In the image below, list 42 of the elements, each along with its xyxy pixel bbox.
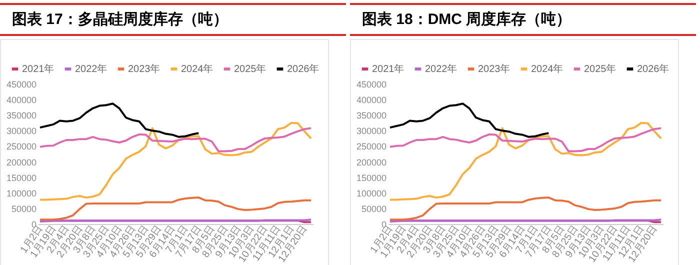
line-series [388, 122, 662, 201]
legend-label: 2022年 [425, 63, 458, 75]
chart-title: 图表 17：多晶硅周度库存（吨） [0, 3, 346, 36]
legend-label: 2024年 [531, 63, 564, 75]
y-tick-label: 250000 [356, 142, 386, 152]
y-tick-label: 100000 [356, 188, 386, 198]
y-tick-label: 250000 [6, 142, 36, 152]
legend-label: 2023年 [478, 63, 510, 75]
legend-label: 2026年 [637, 63, 670, 75]
y-tick-label: 50000 [11, 204, 36, 214]
legend-label: 2026年 [287, 63, 320, 75]
y-tick-label: 400000 [356, 95, 386, 106]
legend-label: 2025年 [234, 63, 266, 75]
y-tick-label: 150000 [356, 172, 386, 183]
line-series [388, 102, 550, 138]
legend-label: 2024年 [181, 63, 214, 75]
line-series [38, 122, 312, 201]
legend-label: 2025年 [584, 63, 616, 75]
y-tick-label: 450000 [356, 80, 386, 90]
y-tick-label: 150000 [6, 172, 36, 183]
y-tick-label: 200000 [356, 157, 386, 168]
y-tick-label: 350000 [6, 110, 36, 121]
y-tick-label: 400000 [6, 95, 36, 106]
y-tick-label: 300000 [6, 126, 36, 136]
y-tick-label: 0 [31, 220, 36, 230]
legend-label: 2021年 [22, 63, 54, 75]
line-series [388, 127, 662, 152]
line-series [38, 196, 312, 221]
y-tick-label: 450000 [6, 80, 36, 90]
y-tick-label: 50000 [361, 204, 386, 214]
chart-title: 图表 18：DMC 周度库存（吨） [350, 3, 696, 36]
legend-label: 2022年 [75, 63, 108, 75]
legend-label: 2021年 [372, 63, 404, 75]
y-tick-label: 100000 [6, 188, 36, 198]
y-tick-label: 350000 [356, 110, 386, 121]
line-series [38, 127, 312, 152]
y-tick-label: 300000 [356, 126, 386, 136]
line-series [38, 102, 200, 138]
legend-label: 2023年 [128, 63, 160, 75]
y-tick-label: 200000 [6, 157, 36, 168]
y-tick-label: 0 [381, 220, 386, 230]
line-series [388, 196, 662, 221]
